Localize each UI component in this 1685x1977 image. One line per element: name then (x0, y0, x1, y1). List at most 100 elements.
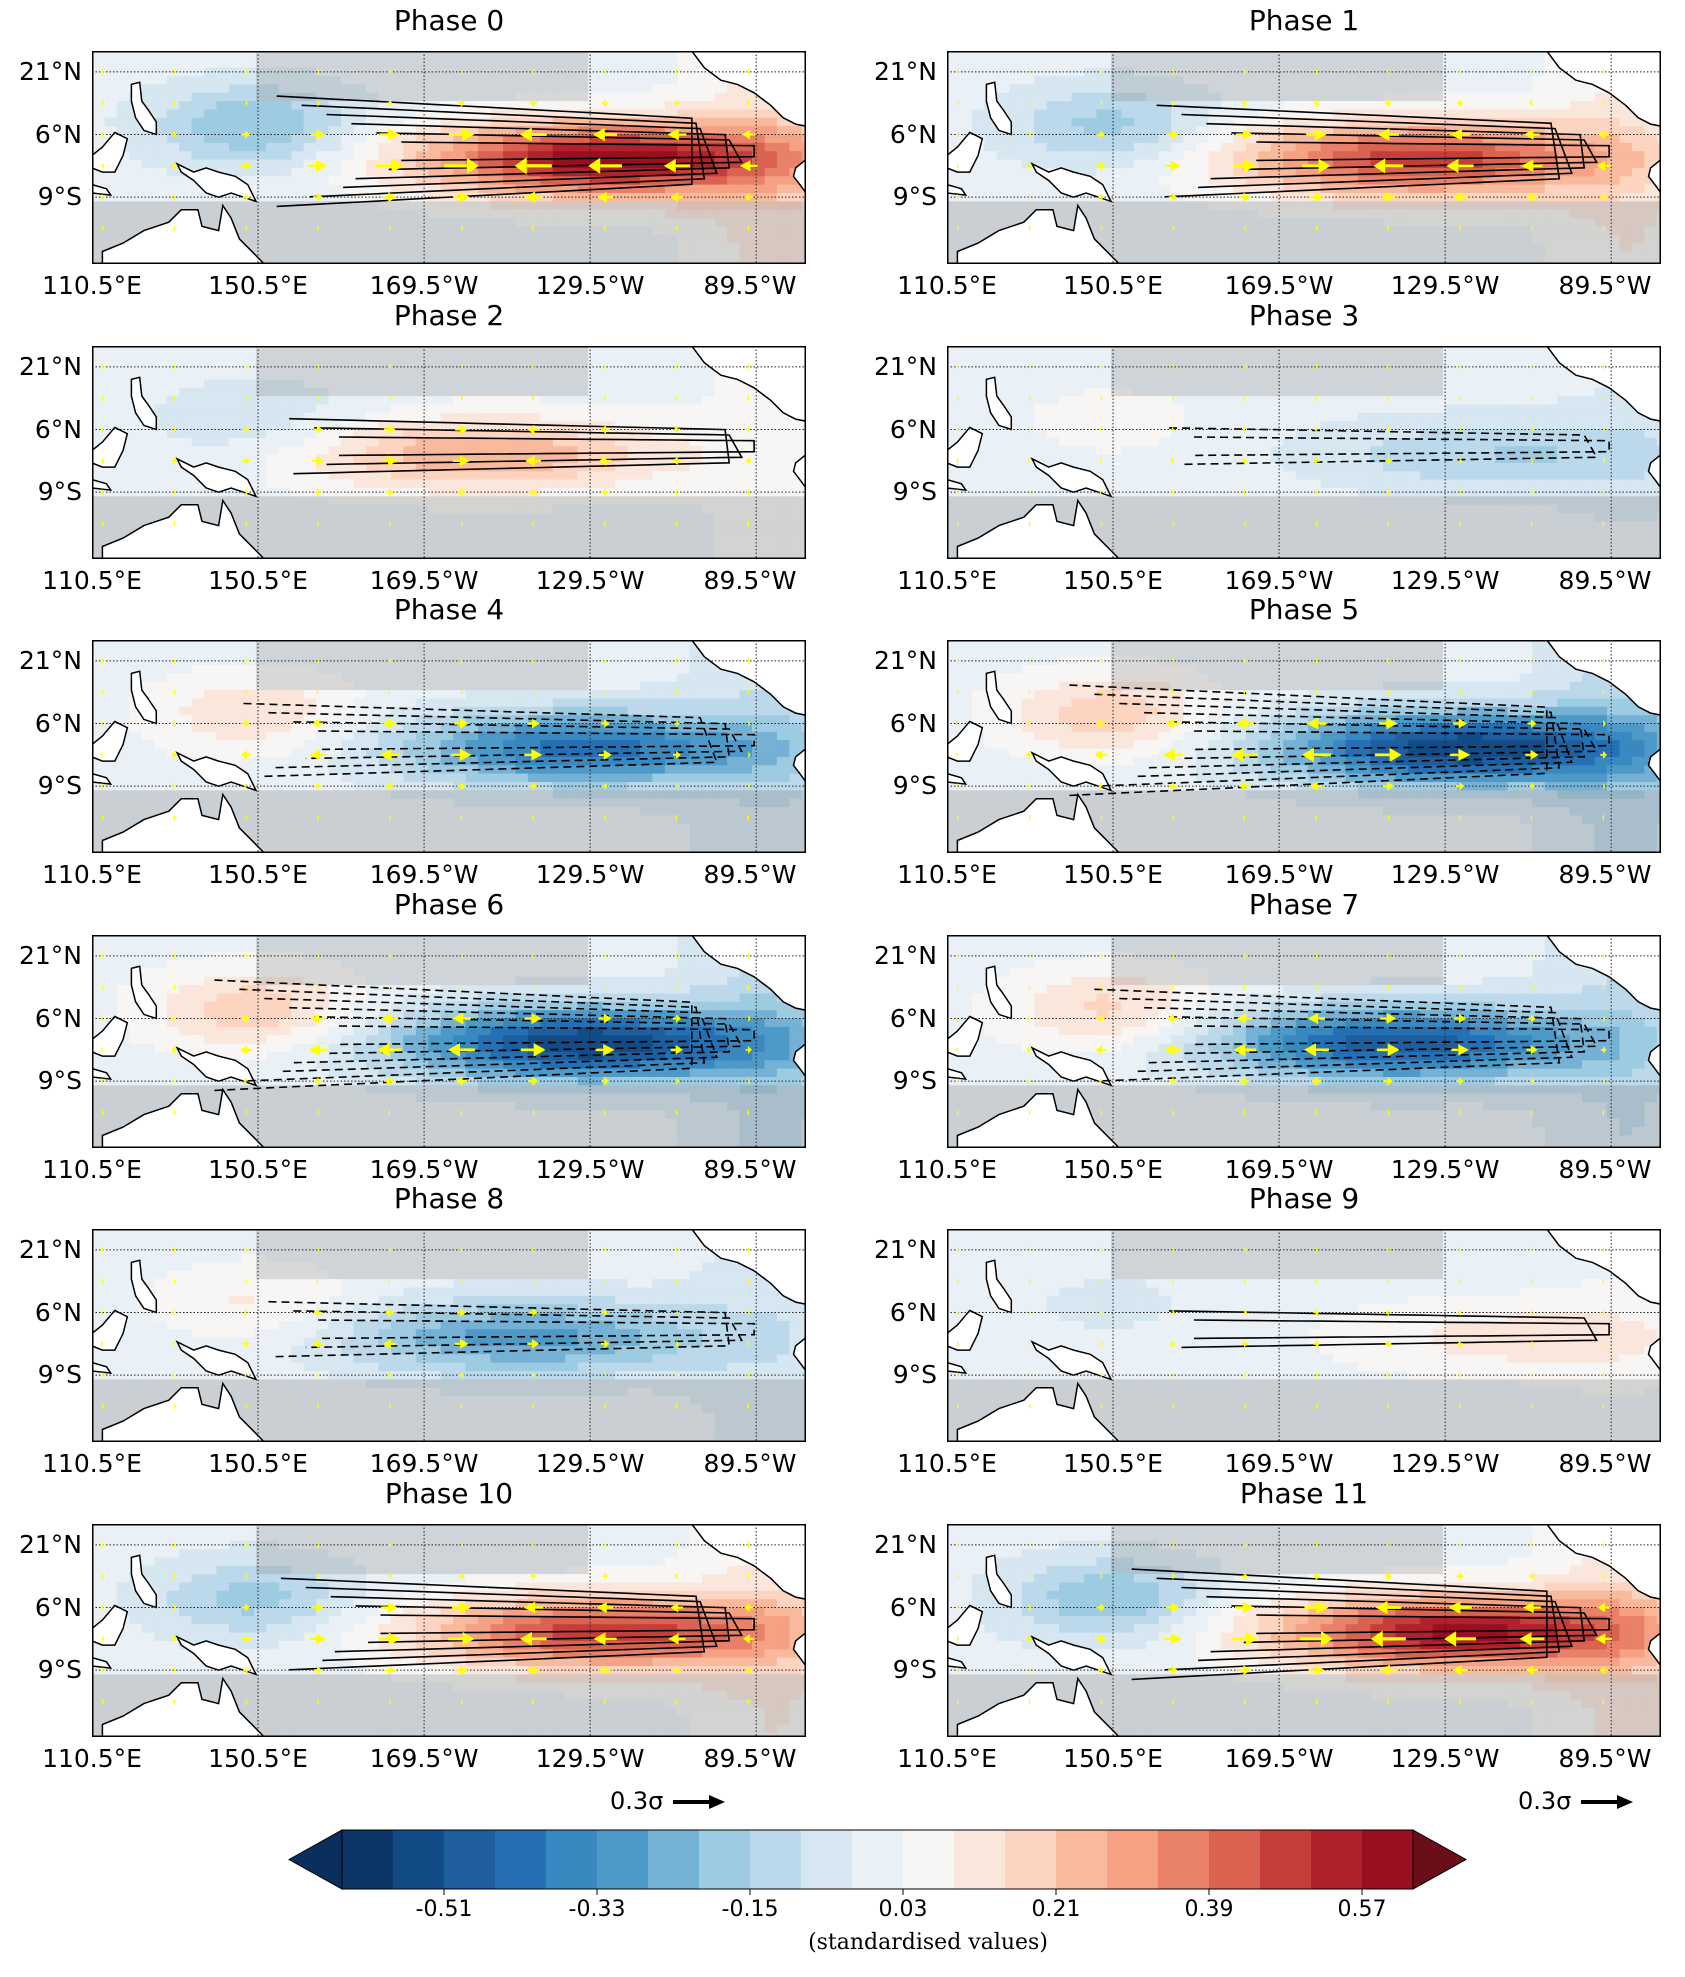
field-cell (1320, 167, 1334, 177)
field-cell (1482, 151, 1496, 161)
field-cell (478, 396, 492, 406)
field-cell (316, 396, 330, 406)
field-cell (378, 234, 392, 244)
field-cell (503, 218, 517, 228)
field-cell (996, 151, 1010, 161)
field-cell (702, 437, 716, 447)
field-cell (129, 76, 143, 86)
field-cell (1009, 462, 1023, 472)
field-cell (92, 92, 106, 102)
field-cell (515, 521, 529, 531)
field-cell (1619, 134, 1633, 144)
field-cell (971, 529, 985, 539)
field-cell (652, 354, 666, 364)
field-cell (515, 126, 529, 136)
field-cell (1108, 101, 1122, 111)
field-cell (241, 462, 255, 472)
field-cell (565, 218, 579, 228)
field-cell (739, 446, 753, 456)
field-cell (627, 346, 641, 355)
field-cell (403, 84, 417, 94)
field-cell (204, 109, 218, 119)
field-cell (216, 159, 230, 169)
field-cell (403, 429, 417, 439)
field-cell (776, 218, 790, 228)
field-cell (664, 201, 678, 211)
field-cell (1009, 134, 1023, 144)
field-cell (727, 387, 741, 397)
field-cell (303, 538, 317, 548)
field-cell (266, 371, 280, 381)
field-cell (615, 462, 629, 472)
field-cell (216, 488, 230, 497)
field-cell (403, 67, 417, 77)
field-cell (1495, 92, 1509, 102)
field-cell (1208, 117, 1222, 127)
field-cell (141, 387, 155, 397)
field-cell (316, 51, 330, 60)
field-cell (92, 346, 106, 355)
field-cell (390, 109, 404, 119)
field-cell (129, 59, 143, 69)
field-cell (490, 51, 504, 60)
field-cell (739, 209, 753, 219)
field-cell (204, 134, 218, 144)
field-cell (996, 51, 1010, 60)
field-cell (615, 226, 629, 236)
field-cell (1420, 259, 1434, 264)
field-cell (1594, 234, 1608, 244)
field-cell (403, 201, 417, 211)
field-cell (540, 513, 554, 523)
field-cell (552, 554, 566, 559)
field-cell (428, 513, 442, 523)
field-cell (1519, 251, 1533, 261)
field-cell (1420, 234, 1434, 244)
field-cell (341, 379, 355, 389)
field-cell (253, 151, 267, 161)
field-cell (615, 117, 629, 127)
field-cell (1171, 51, 1185, 60)
field-cell (640, 346, 654, 355)
field-cell (515, 259, 529, 264)
field-cell (776, 201, 790, 211)
contours (1156, 104, 1610, 198)
field-cell (652, 538, 666, 548)
field-cell (577, 142, 591, 152)
wind-vector-arrow (173, 520, 176, 527)
field-cell (440, 354, 454, 364)
field-cell (602, 529, 616, 539)
field-cell (204, 159, 218, 169)
field-cell (278, 437, 292, 447)
field-cell (266, 529, 280, 539)
wind-vector-arrow (102, 131, 104, 138)
field-cell (415, 429, 429, 439)
field-cell (527, 209, 541, 219)
field-cell (640, 404, 654, 414)
field-cell (552, 488, 566, 497)
field-cell (1196, 243, 1210, 253)
field-cell (752, 184, 766, 194)
field-cell (415, 176, 429, 186)
field-cell (204, 429, 218, 439)
field-cell (947, 421, 961, 431)
field-cell (1656, 201, 1661, 211)
field-cell (714, 142, 728, 152)
field-cell (1544, 184, 1558, 194)
field-cell (640, 84, 654, 94)
field-cell (801, 209, 806, 219)
field-cell (1582, 117, 1596, 127)
field-cell (1295, 201, 1309, 211)
wind-vector-arrow (674, 99, 680, 108)
field-cell (764, 151, 778, 161)
field-cell (378, 243, 392, 253)
field-cell (415, 167, 429, 177)
field-cell (116, 176, 130, 186)
field-cell (1507, 109, 1521, 119)
field-cell (154, 379, 168, 389)
field-cell (1233, 51, 1247, 60)
field-cell (490, 412, 504, 422)
field-cell (453, 126, 467, 136)
wind-vector-arrow (461, 363, 463, 371)
field-cell (353, 92, 367, 102)
field-cell (453, 513, 467, 523)
